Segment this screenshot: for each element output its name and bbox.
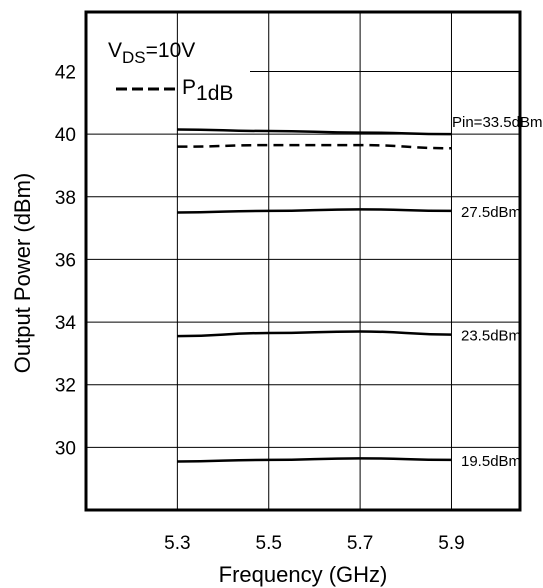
x-tick-label: 5.9 [438,533,464,554]
legend-p1db-label: P1dB [182,76,233,105]
series-lines [177,128,452,463]
legend-condition-subscript: DS [122,48,146,67]
series-line [177,208,452,214]
x-tick-label: 5.7 [347,533,373,554]
curve-label: 19.5dBm [461,453,521,470]
curve-label: 23.5dBm [461,328,521,345]
legend-condition: VDS=10V [108,39,195,67]
y-tick-label: 38 [55,188,76,209]
curve-labels: Pin=33.5dBm 27.5dBm 23.5dBm 19.5dBm [452,114,542,470]
y-tick-label: 40 [55,125,76,146]
x-tick-label: 5.5 [256,533,282,554]
y-tick-label: 30 [55,438,76,459]
series-line [177,457,452,463]
grid-lines [86,12,520,510]
legend-p1db-main: P [182,76,196,99]
legend-condition-prefix: V [108,39,122,62]
y-tick-label: 36 [55,250,76,271]
y-tick-label: 32 [55,376,76,397]
series-line [177,330,452,338]
x-tick-label: 5.3 [164,533,190,554]
x-axis-title: Frequency (GHz) [219,562,388,587]
series-line [177,128,452,136]
curve-label: 27.5dBm [461,204,521,221]
legend-condition-value: =10V [146,39,196,62]
tick-labels: 5.3 5.5 5.7 5.9 30 32 34 36 38 40 42 [55,63,465,554]
series-line [177,143,452,150]
curve-label: Pin=33.5dBm [452,114,542,131]
legend: VDS=10V P1dB [108,39,233,105]
plot-frame [84,10,522,512]
y-tick-label: 34 [55,313,77,334]
legend-p1db-subscript: 1dB [196,82,233,105]
y-axis-title: Output Power (dBm) [10,173,35,374]
y-tick-label: 42 [55,63,76,84]
